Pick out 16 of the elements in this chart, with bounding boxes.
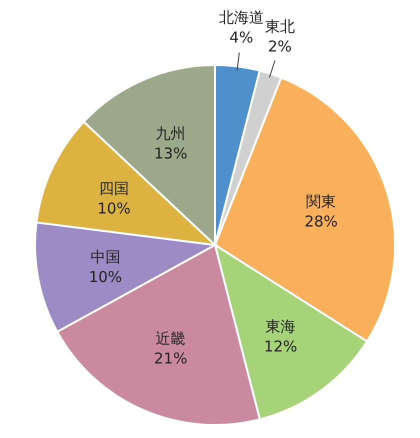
slice-label: 東海 <box>266 317 296 336</box>
data-label: 13% <box>154 144 188 163</box>
data-label: 4% <box>229 28 254 47</box>
slice-label: 東北 <box>264 17 295 36</box>
data-label: 21% <box>154 349 188 368</box>
data-label: 28% <box>304 212 338 231</box>
data-label: 10% <box>97 199 131 218</box>
slice-label: 中国 <box>90 248 120 266</box>
slice-label: 四国 <box>99 179 130 198</box>
data-label: 10% <box>88 268 122 286</box>
slice-label: 北海道 <box>218 8 264 27</box>
data-label: 2% <box>268 37 292 56</box>
slice-label: 近畿 <box>156 329 186 348</box>
slice-label: 九州 <box>156 124 186 143</box>
slice-label: 関東 <box>306 192 336 211</box>
data-label: 12% <box>264 337 298 356</box>
